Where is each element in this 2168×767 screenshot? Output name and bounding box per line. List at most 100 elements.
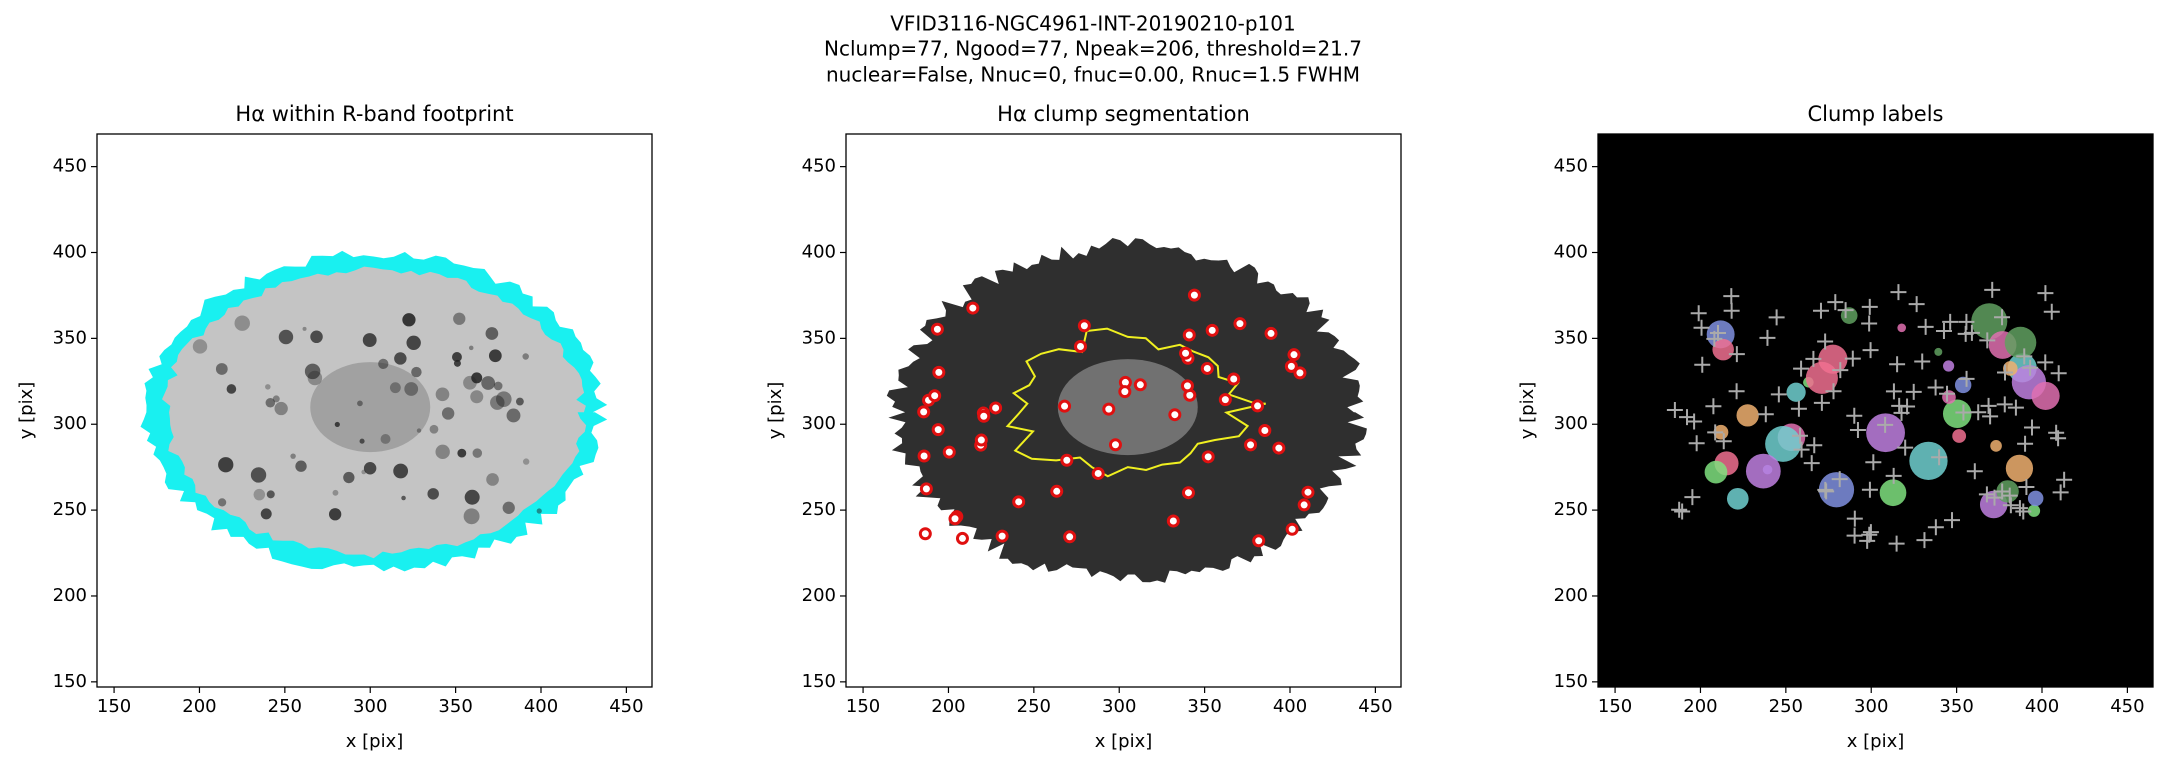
peak-marker	[1759, 329, 1776, 346]
peak-marker	[1862, 342, 1879, 359]
y-tick-label: 450	[53, 156, 87, 177]
figure-title: nuclear=False, Nnuc=0, fnuc=0.00, Rnuc=1…	[826, 63, 1360, 87]
emission-spot	[493, 381, 503, 391]
clump-peak	[989, 401, 1003, 415]
peak-marker	[2015, 503, 2032, 520]
clump-peak	[1077, 319, 1091, 333]
figure-title: VFID3116-NGC4961-INT-20190210-p101	[890, 12, 1295, 36]
peak-marker	[1927, 519, 1944, 536]
peak-marker	[1817, 333, 1834, 350]
y-tick-label: 250	[802, 499, 836, 520]
emission-spot	[441, 407, 455, 420]
x-tick-label: 350	[1187, 696, 1221, 717]
clump-peak	[1284, 359, 1298, 373]
emission-spot	[502, 501, 515, 514]
x-tick-label: 300	[353, 696, 387, 717]
emission-spot	[217, 498, 227, 507]
clump-peak	[1293, 366, 1307, 380]
x-tick-label: 250	[1017, 696, 1051, 717]
emission-spot	[302, 326, 307, 331]
emission-spot	[470, 390, 484, 404]
peak-marker	[1846, 527, 1863, 544]
clump-label	[1745, 453, 1781, 489]
axes-frame	[1597, 133, 2154, 688]
peak-marker	[1979, 332, 1996, 349]
clump-peak	[974, 433, 988, 447]
emission-spot	[393, 463, 409, 479]
axes-frame	[845, 133, 1402, 688]
peak-marker	[1757, 406, 1774, 423]
peak-marker	[1790, 400, 1807, 417]
clump-peak	[1244, 438, 1258, 452]
emission-spot	[471, 372, 483, 384]
peak-marker	[1908, 296, 1925, 313]
x-tick-label: 400	[524, 696, 558, 717]
clump-peak	[942, 445, 956, 459]
clump-peak	[1060, 453, 1074, 467]
peak-marker	[1813, 394, 1830, 411]
peak-marker	[1888, 535, 1905, 552]
peak-marker	[1885, 467, 1902, 484]
emission-spot	[250, 467, 267, 483]
peak-marker	[1958, 313, 1975, 330]
peak-marker	[2002, 497, 2019, 514]
peak-marker	[1958, 370, 1975, 387]
peak-marker	[1927, 379, 1944, 396]
peak-marker	[1770, 386, 1787, 403]
clump-label	[1942, 390, 1956, 404]
clump-label	[1879, 479, 1907, 507]
clump-label	[1934, 347, 1943, 356]
peak-marker	[2048, 424, 2065, 441]
peak-marker	[1688, 435, 1705, 452]
peak-marker	[1674, 503, 1691, 520]
peak-marker	[1891, 397, 1908, 414]
clump-label	[1805, 361, 1838, 394]
emission-spot	[253, 488, 266, 501]
clump-peak	[1285, 522, 1299, 536]
x-tick-label: 350	[1939, 696, 1973, 717]
clump-label	[1712, 338, 1734, 361]
clump-label	[1909, 441, 1948, 480]
clump-label	[1943, 360, 1955, 372]
clump-peak	[1227, 372, 1241, 386]
clump-peak	[1182, 328, 1196, 342]
emission-spot	[452, 352, 462, 362]
clump-contour	[1005, 327, 1266, 478]
emission-spot	[416, 428, 422, 433]
peak-marker	[1728, 383, 1745, 400]
peak-marker	[1832, 362, 1849, 379]
clump-peak	[955, 531, 969, 545]
y-tick-label: 350	[53, 327, 87, 348]
y-tick-label: 150	[1554, 671, 1588, 692]
emission-spot	[357, 400, 363, 407]
clump-peak	[919, 482, 933, 496]
emission-spot	[328, 508, 342, 521]
clump-label	[1818, 472, 1855, 508]
clump-peak	[966, 301, 980, 315]
clump-peak	[1108, 438, 1122, 452]
emission-spot	[363, 462, 377, 475]
clump-label	[1942, 399, 1972, 428]
emission-spot	[234, 315, 250, 331]
peak-marker	[1914, 353, 1931, 370]
y-tick-label: 200	[1554, 585, 1588, 606]
clump-peak	[1102, 402, 1116, 416]
peak-marker	[1897, 439, 1914, 456]
x-tick-label: 200	[931, 696, 965, 717]
emission-spot	[260, 508, 272, 520]
x-tick-label: 200	[182, 696, 216, 717]
x-tick-label: 400	[1273, 696, 1307, 717]
peak-marker	[1889, 356, 1906, 373]
emission-spot	[463, 508, 480, 525]
peak-marker	[1978, 486, 1995, 503]
x-tick-label: 300	[1102, 696, 1136, 717]
emission-spot	[486, 473, 499, 486]
y-tick-label: 400	[1554, 242, 1588, 263]
peak-marker	[1715, 433, 1732, 450]
clump-label	[1952, 429, 1967, 443]
y-tick-label: 400	[53, 242, 87, 263]
peak-marker	[2016, 348, 2033, 365]
emission-spot	[481, 376, 496, 390]
peak-marker	[1793, 441, 1810, 458]
